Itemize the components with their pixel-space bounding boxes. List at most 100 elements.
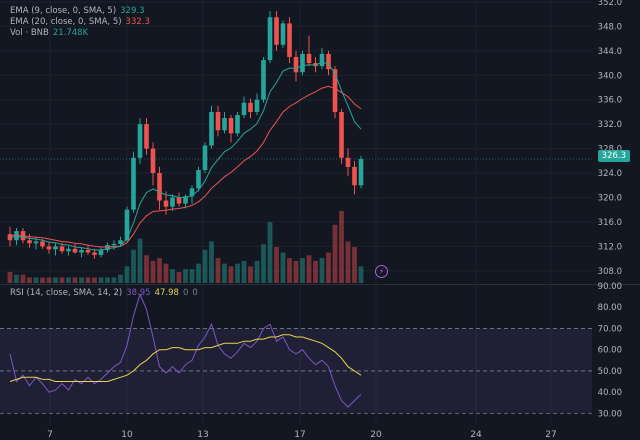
volume-bar [306,255,312,283]
candle-body [228,118,234,134]
volume-bar [53,277,58,283]
volume-bar [85,277,91,283]
candle-body [40,241,45,247]
candle-body [137,124,143,158]
rsi-y-tick-label: 40.00 [598,388,622,398]
last-price-label: 326.3 [597,150,630,162]
candle-body [352,166,357,186]
candle-body [163,200,169,207]
y-tick-label: 344.0 [598,47,622,57]
lightning-icon[interactable]: ⚡ [375,265,388,278]
candle-body [98,250,104,255]
rsi-y-tick-label: 30.00 [598,409,622,419]
candle-body [189,188,195,197]
candle-body [131,157,136,210]
volume-bar [118,274,123,283]
rsi-y-tick-label: 80.00 [598,303,622,313]
y-tick-label: 336.0 [598,96,622,106]
volume-bar [332,224,338,283]
x-tick-label: 24 [470,430,482,440]
legend-rsi[interactable]: RSI (14, close, SMA, 14, 2) 38.95 47.98 0 0 [10,288,202,298]
legend-rsi-extra-1: 0 [182,288,189,298]
candle-body [176,197,182,204]
y-tick-label: 324.0 [598,169,622,179]
candle-body [53,246,58,250]
candle-body [287,23,292,57]
legend-ema20-value: 332.3 [125,17,150,27]
y-tick-label: 308.0 [598,267,622,277]
volume-bar [267,222,273,283]
volume-bar [14,274,19,283]
volume-bar [105,277,110,283]
candle-body [235,115,240,134]
legend-ema20-label: EMA (20, close, 0, SMA, 5) [10,17,122,27]
volume-bar [176,271,182,283]
candle-body [209,111,214,146]
candle-body [319,53,325,67]
volume-bar [196,263,201,283]
volume-bar [27,277,32,283]
candle-body [254,99,260,112]
volume-bar [137,238,143,283]
volume-bar [157,258,162,283]
legend-vol-label: Vol · BNB [10,28,49,38]
candle-body [306,53,312,64]
volume-bar [46,277,52,283]
volume-bar [209,241,214,283]
volume-bar [358,266,364,283]
x-tick-label: 20 [370,430,382,440]
y-tick-label: 320.0 [598,193,622,203]
volume-bar [248,266,253,283]
candle-body [196,169,201,189]
legend-ema20[interactable]: EMA (20, close, 0, SMA, 5) 332.3 [10,17,154,27]
rsi-y-tick-label: 70.00 [598,324,622,334]
legend-ema9-label: EMA (9, close, 0, SMA, 5) [10,6,117,16]
volume-bar [7,271,13,283]
volume-bar [287,258,292,283]
volume-bar [163,263,169,283]
volume-bar [222,263,227,283]
legend-vol[interactable]: Vol · BNB 21.748K [10,28,92,38]
legend-rsi-label: RSI (14, close, SMA, 14, 2) [10,288,123,298]
candle-body [332,69,338,112]
volume-bar [280,252,286,283]
volume-bar [33,277,39,283]
candle-body [345,157,351,167]
y-tick-label: 332.0 [598,120,622,130]
legend-vol-value: 21.748K [52,28,89,38]
volume-bar [241,260,247,283]
rsi-y-tick-label: 50.00 [598,367,622,377]
volume-bar [183,269,188,283]
candle-body [326,53,331,70]
volume-bar [40,277,45,283]
volume-bar [72,277,78,283]
rsi-line [9,293,362,408]
rsi-ma-line [9,334,362,382]
candle-body [27,240,32,244]
volume-bar [124,266,130,283]
volume-bar [150,260,156,283]
candle-body [124,209,130,241]
candle-body [157,173,162,201]
candle-body [72,248,78,253]
legend-ema9[interactable]: EMA (9, close, 0, SMA, 5) 329.3 [10,6,148,16]
volume-bar [274,247,279,283]
volume-bar [319,258,325,283]
x-tick-label: 17 [294,430,305,440]
candle-body [92,252,97,255]
y-tick-label: 328.0 [598,145,622,155]
volume-bar [59,277,65,283]
volume-bar [235,263,240,283]
candle-body [144,124,149,149]
rsi-y-tick-label: 60.00 [598,346,622,356]
candle-body [183,196,188,204]
ema20-line [10,85,362,248]
y-tick-label: 348.0 [598,22,622,32]
legend-rsi-value: 38.95 [126,288,151,298]
volume-bar [254,260,260,283]
volume-bar [228,266,234,283]
x-tick-label: 27 [545,430,556,440]
volume-bar [66,277,71,283]
rsi-y-tick-label: 90.00 [598,282,622,292]
